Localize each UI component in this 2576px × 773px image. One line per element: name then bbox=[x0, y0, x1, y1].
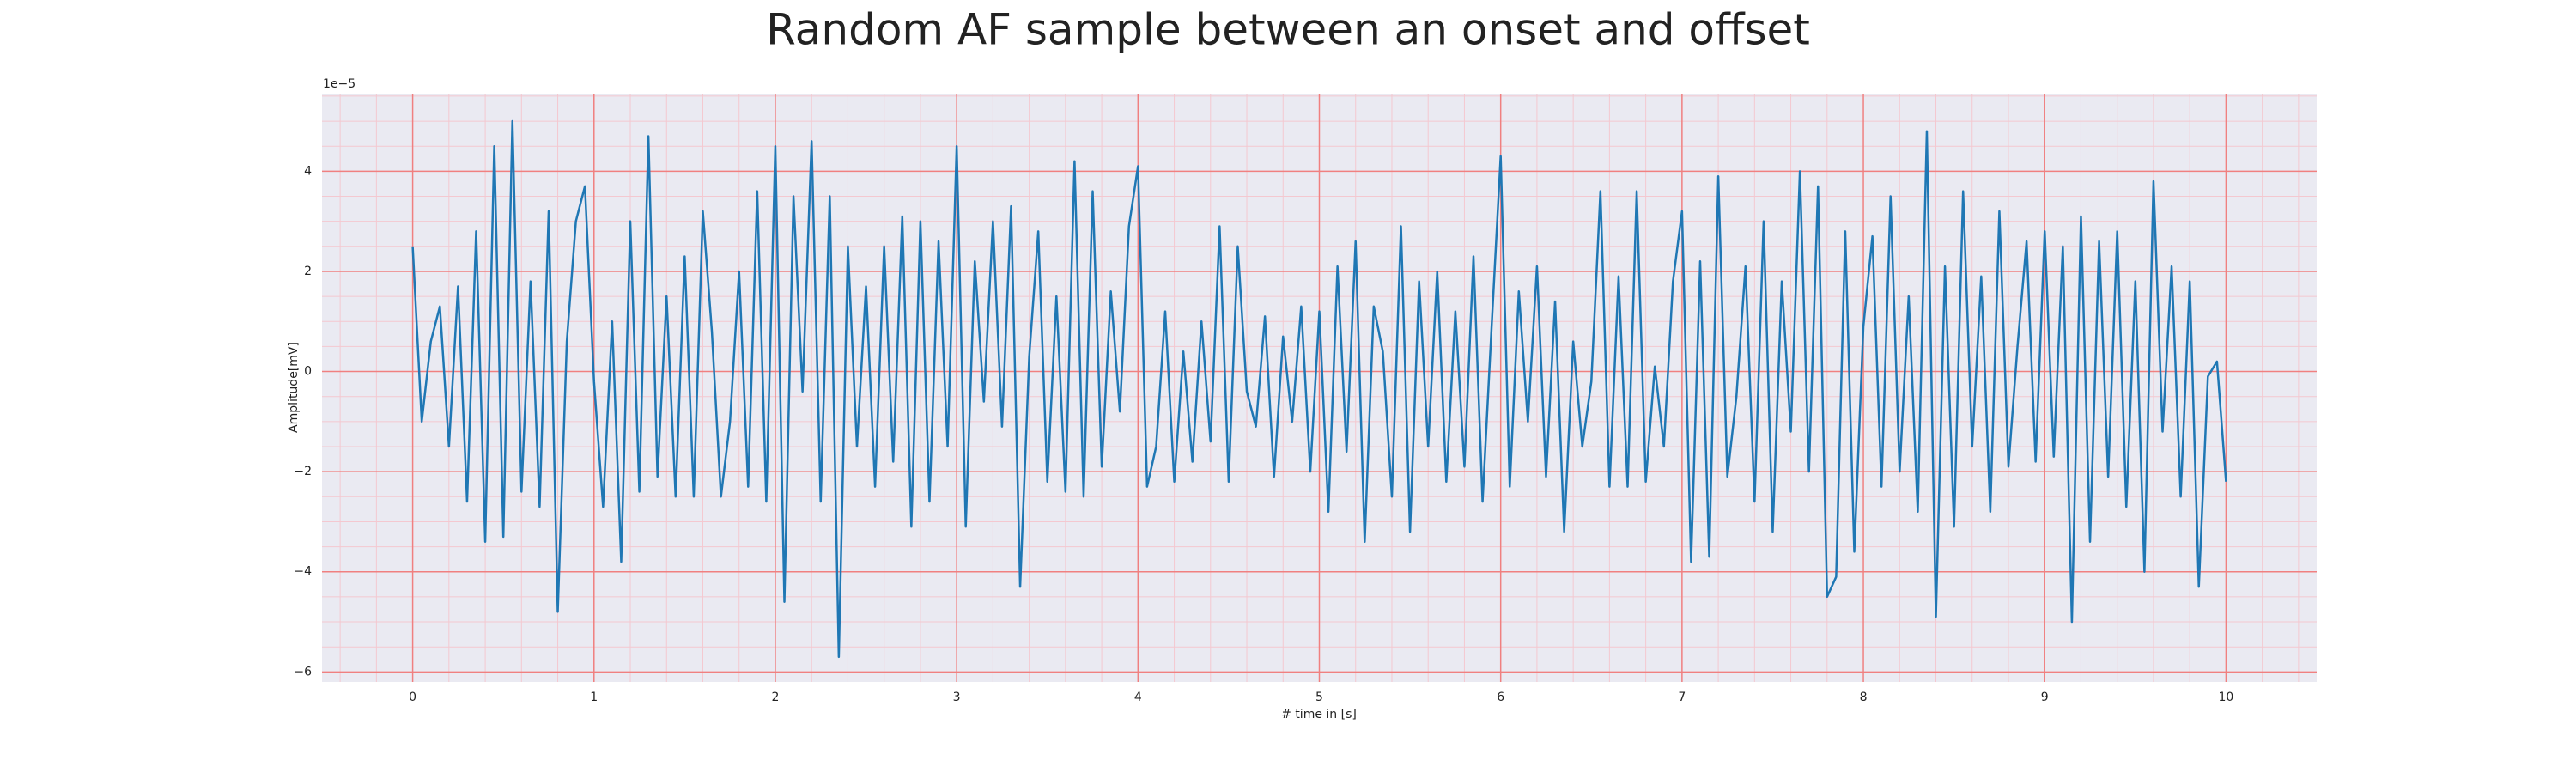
y-tick-label: −6 bbox=[294, 665, 312, 679]
x-tick-label: 7 bbox=[1678, 691, 1686, 704]
data-line bbox=[411, 119, 2227, 659]
y-tick-label: 4 bbox=[304, 164, 312, 178]
y-axis-label: Amplitude[mV] bbox=[287, 342, 301, 433]
y-offset-label: 1e−5 bbox=[323, 77, 355, 91]
x-tick-label: 3 bbox=[953, 691, 961, 704]
x-tick-label: 2 bbox=[771, 691, 779, 704]
x-tick-label: 0 bbox=[409, 691, 416, 704]
chart-title: Random AF sample between an onset and of… bbox=[766, 5, 1810, 55]
x-tick-label: 4 bbox=[1134, 691, 1142, 704]
y-tick-label: −4 bbox=[294, 565, 312, 579]
y-tick-label: 0 bbox=[304, 365, 312, 379]
y-tick-label: 2 bbox=[304, 265, 312, 278]
x-tick-label: 1 bbox=[590, 691, 598, 704]
y-tick-label: −2 bbox=[294, 465, 312, 478]
x-tick-label: 9 bbox=[2041, 691, 2049, 704]
x-axis-label: # time in [s] bbox=[1281, 708, 1357, 721]
x-tick-label: 10 bbox=[2218, 691, 2233, 704]
x-tick-label: 5 bbox=[1315, 691, 1323, 704]
x-tick-label: 8 bbox=[1860, 691, 1868, 704]
x-tick-label: 6 bbox=[1497, 691, 1504, 704]
